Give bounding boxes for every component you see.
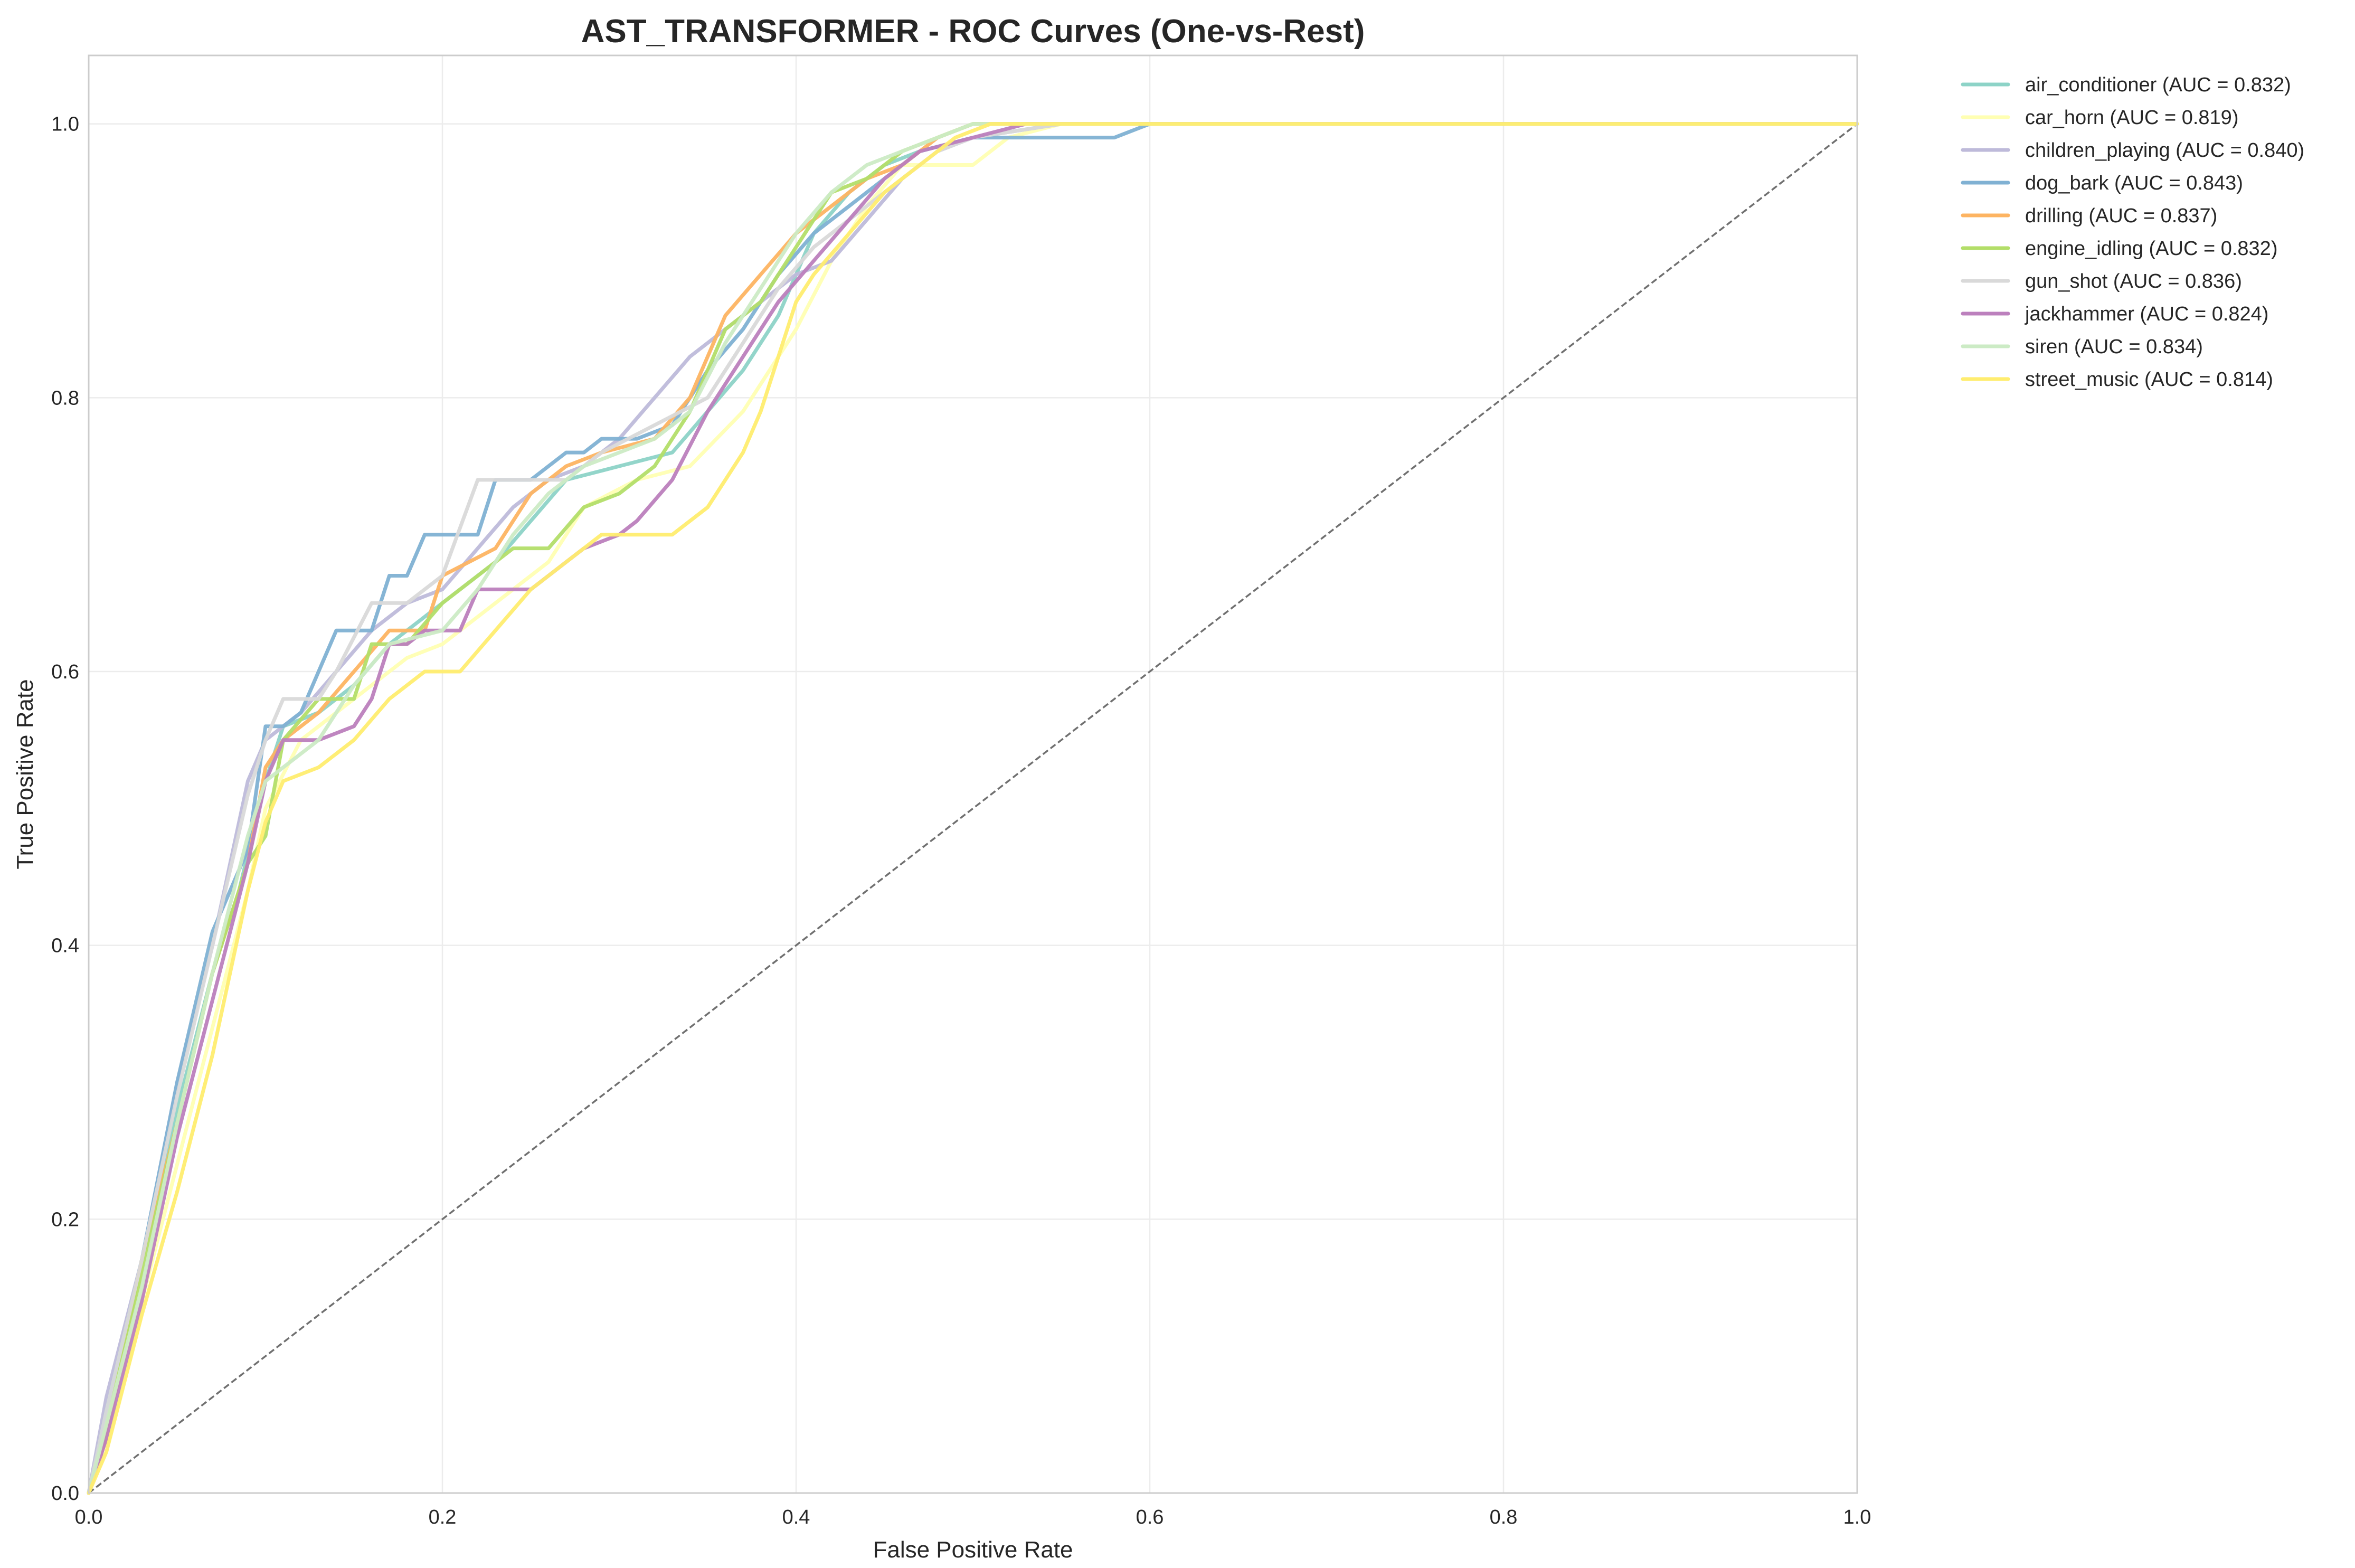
axis-ticks: 0.0 0.2 0.4 0.6 0.8 1.0 0.0 0.2 0.4 0.6 0.8 1.0 [51,114,1871,1528]
series-line-1 [87,122,1859,1495]
diagonal-chance-line [88,123,1858,1494]
chart-title: AST_TRANSFORMER - ROC Curves (One-vs-Res… [581,13,1365,50]
x-tick-label-5: 1.0 [1843,1506,1871,1528]
series-lines [87,122,1859,1495]
y-tick-label-0: 0.0 [51,1482,79,1505]
x-tick-label-1: 0.2 [429,1506,457,1528]
legend-label-4: drilling (AUC = 0.837) [2025,205,2217,227]
x-tick-label-2: 0.4 [782,1506,810,1528]
plot-frame [88,54,1858,1494]
y-tick-label-3: 0.6 [51,661,79,683]
legend-label-9: street_music (AUC = 0.814) [2025,369,2273,391]
legend-label-6: gun_shot (AUC = 0.836) [2025,270,2242,292]
legend-label-3: dog_bark (AUC = 0.843) [2025,172,2243,194]
y-tick-label-2: 0.4 [51,935,79,957]
legend-label-0: air_conditioner (AUC = 0.832) [2025,74,2291,96]
legend-label-5: engine_idling (AUC = 0.832) [2025,238,2277,260]
x-tick-label-4: 0.8 [1490,1506,1518,1528]
x-tick-label-3: 0.6 [1136,1506,1164,1528]
y-axis-label: True Positive Rate [12,679,38,869]
legend-label-2: children_playing (AUC = 0.840) [2025,139,2304,162]
legend-label-8: siren (AUC = 0.834) [2025,336,2203,358]
y-tick-label-4: 0.8 [51,387,79,409]
series-line-9 [87,122,1859,1495]
diagonal-reference-line [88,123,1858,1494]
series-line-8 [87,122,1859,1495]
legend-label-7: jackhammer (AUC = 0.824) [2025,303,2268,325]
y-tick-label-5: 1.0 [51,114,79,136]
legend-label-1: car_horn (AUC = 0.819) [2025,107,2238,129]
y-tick-label-1: 0.2 [51,1208,79,1231]
legend: air_conditioner (AUC = 0.832) car_horn (A… [1961,74,2304,391]
x-tick-label-0: 0.0 [75,1506,103,1528]
x-axis-label: False Positive Rate [873,1537,1073,1563]
